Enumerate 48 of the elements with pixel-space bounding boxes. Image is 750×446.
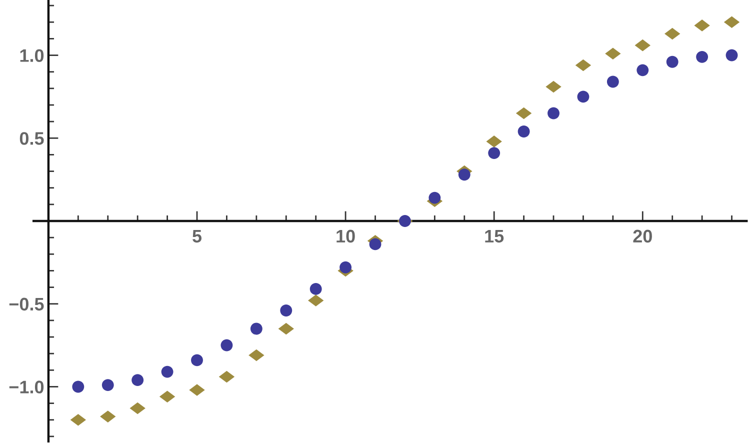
point xyxy=(369,238,382,250)
point xyxy=(666,56,678,68)
point xyxy=(636,64,649,76)
point xyxy=(159,390,176,403)
point xyxy=(70,414,86,426)
point xyxy=(189,384,205,396)
point xyxy=(575,59,592,72)
x-tick-label: 10 xyxy=(336,230,355,243)
point xyxy=(605,48,621,60)
point xyxy=(664,28,680,40)
point xyxy=(488,147,500,160)
point xyxy=(250,322,262,335)
point xyxy=(280,304,292,316)
y-tick-label: 0.5 xyxy=(20,132,44,145)
point xyxy=(308,294,324,306)
point xyxy=(428,192,441,204)
point xyxy=(340,261,352,274)
x-tick-label: 5 xyxy=(192,230,202,243)
point xyxy=(577,90,590,103)
point xyxy=(248,349,264,362)
x-tick-label: 20 xyxy=(633,230,652,243)
x-tick-label: 15 xyxy=(485,230,504,243)
point xyxy=(518,126,530,138)
point xyxy=(486,136,502,148)
point xyxy=(606,76,619,88)
point xyxy=(726,49,738,62)
point xyxy=(72,380,84,393)
point xyxy=(310,282,322,295)
point xyxy=(132,374,144,386)
point xyxy=(546,80,562,93)
y-tick-label: 1.0 xyxy=(20,49,44,62)
point xyxy=(102,379,114,392)
point xyxy=(161,366,174,378)
point xyxy=(218,370,235,383)
point xyxy=(220,339,233,352)
point xyxy=(696,50,708,63)
point xyxy=(516,107,532,120)
point xyxy=(634,39,650,52)
point xyxy=(694,20,710,32)
y-tick-label: −0.5 xyxy=(9,298,44,311)
point xyxy=(724,16,740,28)
point xyxy=(191,354,203,366)
point xyxy=(548,107,560,120)
point xyxy=(100,410,116,422)
point xyxy=(278,322,294,335)
point xyxy=(458,168,470,181)
point xyxy=(130,402,146,414)
y-tick-label: −1.0 xyxy=(9,380,44,394)
